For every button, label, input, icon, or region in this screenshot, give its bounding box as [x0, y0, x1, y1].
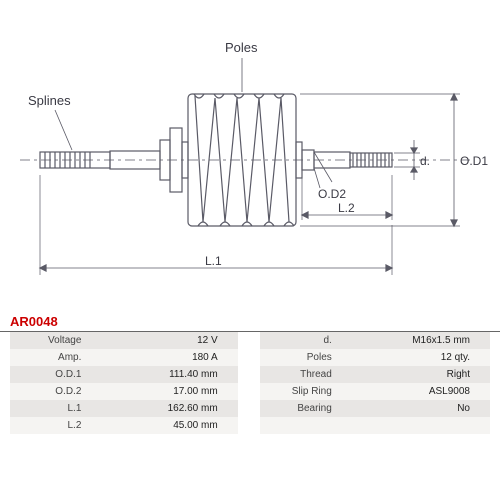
label-od2: O.D2: [318, 187, 346, 201]
spec-value: 12 V: [89, 332, 237, 349]
spec-label: Amp.: [10, 349, 89, 366]
spec-table: Voltage12 V d.M16x1.5 mm Amp.180 A Poles12 …: [10, 332, 490, 434]
spec-value: No: [340, 400, 490, 417]
spec-label: O.D.2: [10, 383, 89, 400]
spec-value: ASL9008: [340, 383, 490, 400]
spec-label: [260, 417, 340, 434]
spec-label: O.D.1: [10, 366, 89, 383]
table-row: Voltage12 V d.M16x1.5 mm: [10, 332, 490, 349]
spec-label: L.2: [10, 417, 89, 434]
spec-label: Poles: [260, 349, 340, 366]
spec-value: Right: [340, 366, 490, 383]
spec-value: 111.40 mm: [89, 366, 237, 383]
spec-value: 12 qty.: [340, 349, 490, 366]
table-row: L.1162.60 mm BearingNo: [10, 400, 490, 417]
label-l2: L.2: [338, 201, 355, 215]
spec-label: L.1: [10, 400, 89, 417]
label-poles: Poles: [225, 40, 258, 55]
spec-value: 180 A: [89, 349, 237, 366]
label-splines: Splines: [28, 93, 71, 108]
spec-value: 17.00 mm: [89, 383, 237, 400]
spec-label: d.: [260, 332, 340, 349]
table-row: O.D.217.00 mm Slip RingASL9008: [10, 383, 490, 400]
table-row: L.245.00 mm: [10, 417, 490, 434]
label-l1: L.1: [205, 254, 222, 268]
label-d: d.: [420, 154, 430, 168]
spec-label: Thread: [260, 366, 340, 383]
spec-value: M16x1.5 mm: [340, 332, 490, 349]
table-row: Amp.180 A Poles12 qty.: [10, 349, 490, 366]
table-row: O.D.1111.40 mm ThreadRight: [10, 366, 490, 383]
spec-label: Voltage: [10, 332, 89, 349]
spec-label: Bearing: [260, 400, 340, 417]
label-od1: O.D1: [460, 154, 488, 168]
spec-label: Slip Ring: [260, 383, 340, 400]
spec-value: 162.60 mm: [89, 400, 237, 417]
part-code: AR0048: [0, 310, 500, 332]
rotor-diagram: Splines Poles O.D2 L.2 L.1 d. O.D1: [0, 0, 500, 310]
spec-value: [340, 417, 490, 434]
spec-value: 45.00 mm: [89, 417, 237, 434]
